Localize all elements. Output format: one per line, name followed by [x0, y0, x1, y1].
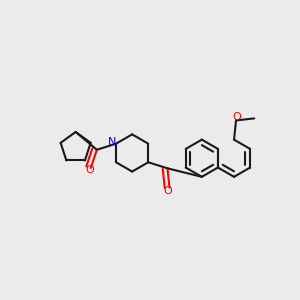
Text: N: N [108, 137, 117, 147]
Text: O: O [232, 112, 241, 122]
Text: O: O [85, 165, 94, 175]
Text: O: O [164, 185, 172, 196]
